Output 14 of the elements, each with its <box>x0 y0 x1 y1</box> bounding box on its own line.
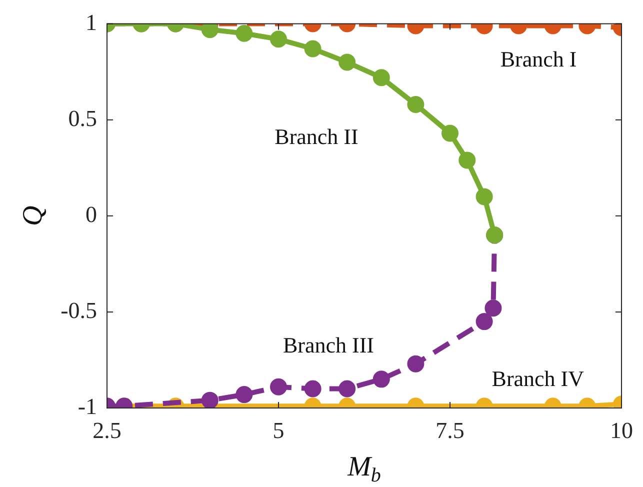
series-label: Branch III <box>282 332 374 358</box>
series-label: Branch IV <box>492 366 584 391</box>
text: Branch II <box>274 124 358 149</box>
y-tick-label: -0.5 <box>60 298 97 323</box>
x-tick-label: 10 <box>610 418 633 443</box>
x-tick-label: 7.5 <box>436 418 464 443</box>
y-tick-label: 0 <box>86 202 97 227</box>
y-tick-label: 1 <box>86 10 97 35</box>
y-tick-label: 0.5 <box>68 106 97 131</box>
x-tick-label: 2.5 <box>92 418 122 443</box>
x-tick-label: 5 <box>272 418 284 443</box>
series-label: Branch I <box>500 46 577 72</box>
y-tick-label: -1 <box>78 394 97 420</box>
y-axis-title: Q <box>17 206 48 226</box>
